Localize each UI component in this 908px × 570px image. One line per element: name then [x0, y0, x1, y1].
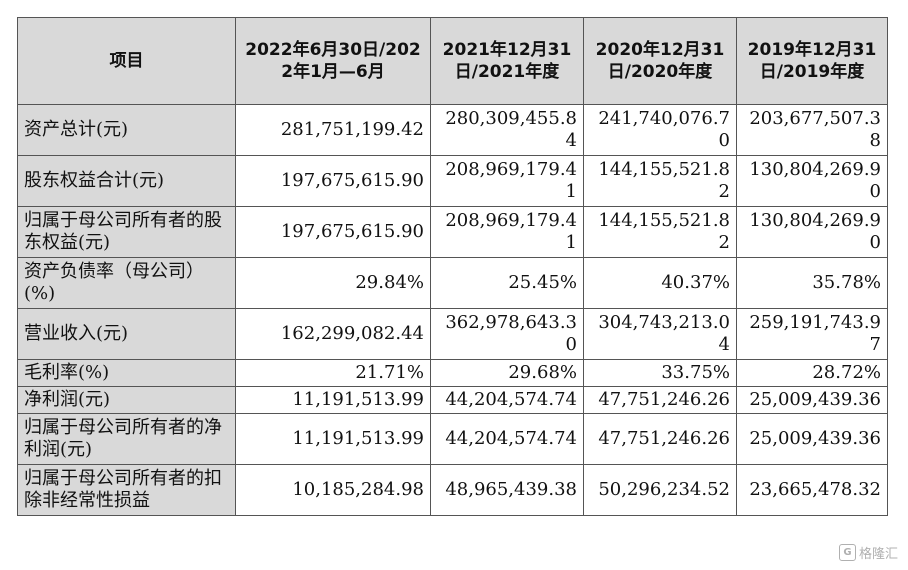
- cell-value: 25,009,439.36: [736, 386, 888, 414]
- row-label: 资产负债率（母公司）(%): [17, 257, 236, 309]
- cell-value: 44,204,574.74: [430, 413, 584, 465]
- cell-value: 28.72%: [736, 359, 888, 387]
- cell-value: 280,309,455.84: [430, 104, 584, 156]
- cell-value: 197,675,615.90: [235, 155, 431, 207]
- cell-value: 25.45%: [430, 257, 584, 309]
- cell-value: 10,185,284.98: [235, 464, 431, 516]
- cell-value: 21.71%: [235, 359, 431, 387]
- cell-value: 203,677,507.38: [736, 104, 888, 156]
- cell-value: 130,804,269.90: [736, 155, 888, 207]
- cell-value: 40.37%: [583, 257, 737, 309]
- row-label: 归属于母公司所有者的扣除非经常性损益: [17, 464, 236, 516]
- table-row: 股东权益合计(元) 197,675,615.90 208,969,179.41 …: [17, 155, 888, 207]
- cell-value: 281,751,199.42: [235, 104, 431, 156]
- gelonghui-logo-icon: G: [838, 544, 856, 561]
- cell-value: 35.78%: [736, 257, 888, 309]
- table-row: 资产负债率（母公司）(%) 29.84% 25.45% 40.37% 35.78…: [17, 257, 888, 309]
- row-label: 营业收入(元): [17, 308, 236, 360]
- table-row: 营业收入(元) 162,299,082.44 362,978,643.30 30…: [17, 308, 888, 360]
- cell-value: 130,804,269.90: [736, 206, 888, 258]
- table-row: 归属于母公司所有者的扣除非经常性损益 10,185,284.98 48,965,…: [17, 464, 888, 516]
- table-row: 归属于母公司所有者的股东权益(元) 197,675,615.90 208,969…: [17, 206, 888, 258]
- row-label: 归属于母公司所有者的净利润(元): [17, 413, 236, 465]
- cell-value: 47,751,246.26: [583, 386, 737, 414]
- cell-value: 162,299,082.44: [235, 308, 431, 360]
- header-2019: 2019年12月31日/2019年度: [736, 17, 888, 105]
- header-2020: 2020年12月31日/2020年度: [583, 17, 737, 105]
- cell-value: 208,969,179.41: [430, 206, 584, 258]
- cell-value: 50,296,234.52: [583, 464, 737, 516]
- header-2021: 2021年12月31日/2021年度: [430, 17, 584, 105]
- cell-value: 33.75%: [583, 359, 737, 387]
- cell-value: 144,155,521.82: [583, 206, 737, 258]
- table-row: 净利润(元) 11,191,513.99 44,204,574.74 47,75…: [17, 386, 888, 414]
- cell-value: 144,155,521.82: [583, 155, 737, 207]
- cell-value: 48,965,439.38: [430, 464, 584, 516]
- cell-value: 25,009,439.36: [736, 413, 888, 465]
- financial-data-table: 项目 2022年6月30日/2022年1月—6月 2021年12月31日/202…: [17, 17, 888, 516]
- cell-value: 241,740,076.70: [583, 104, 737, 156]
- cell-value: 304,743,213.04: [583, 308, 737, 360]
- row-label: 股东权益合计(元): [17, 155, 236, 207]
- header-item: 项目: [17, 17, 236, 105]
- cell-value: 208,969,179.41: [430, 155, 584, 207]
- cell-value: 47,751,246.26: [583, 413, 737, 465]
- cell-value: 197,675,615.90: [235, 206, 431, 258]
- table-row: 资产总计(元) 281,751,199.42 280,309,455.84 24…: [17, 104, 888, 156]
- cell-value: 362,978,643.30: [430, 308, 584, 360]
- watermark: G 格隆汇: [838, 543, 898, 562]
- header-row: 项目 2022年6月30日/2022年1月—6月 2021年12月31日/202…: [17, 17, 888, 105]
- row-label: 归属于母公司所有者的股东权益(元): [17, 206, 236, 258]
- cell-value: 44,204,574.74: [430, 386, 584, 414]
- header-2022h1: 2022年6月30日/2022年1月—6月: [235, 17, 431, 105]
- cell-value: 11,191,513.99: [235, 386, 431, 414]
- watermark-text: 格隆汇: [858, 547, 898, 562]
- cell-value: 11,191,513.99: [235, 413, 431, 465]
- cell-value: 23,665,478.32: [736, 464, 888, 516]
- row-label: 毛利率(%): [17, 359, 236, 387]
- row-label: 资产总计(元): [17, 104, 236, 156]
- cell-value: 29.68%: [430, 359, 584, 387]
- row-label: 净利润(元): [17, 386, 236, 414]
- cell-value: 29.84%: [235, 257, 431, 309]
- table-row: 毛利率(%) 21.71% 29.68% 33.75% 28.72%: [17, 359, 888, 387]
- table-row: 归属于母公司所有者的净利润(元) 11,191,513.99 44,204,57…: [17, 413, 888, 465]
- cell-value: 259,191,743.97: [736, 308, 888, 360]
